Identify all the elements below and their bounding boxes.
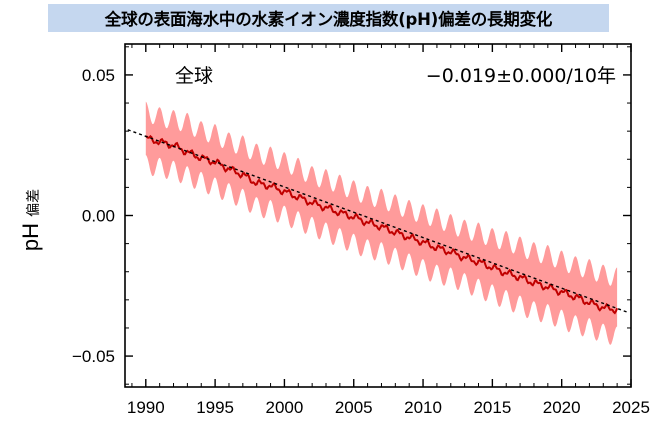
x-tick-label: 1995 xyxy=(196,398,234,417)
x-tick-label: 2000 xyxy=(266,398,304,417)
region-label: 全球 xyxy=(175,65,213,87)
y-tick-label: −0.05 xyxy=(72,347,115,366)
y-axis-label-sub: 偏差 xyxy=(26,189,42,217)
trend-line xyxy=(127,129,629,314)
x-tick-label: 1990 xyxy=(127,398,165,417)
x-tick-label: 2025 xyxy=(612,398,650,417)
y-tick-label: 0.05 xyxy=(82,66,115,85)
x-tick-label: 2010 xyxy=(404,398,442,417)
y-tick-label: 0.00 xyxy=(82,207,115,226)
trend-label: −0.019±0.000/10年 xyxy=(426,65,616,87)
y-axis-label: pH 偏差 xyxy=(18,189,43,251)
x-tick-label: 2020 xyxy=(543,398,581,417)
uncertainty-band xyxy=(145,101,618,345)
y-axis-label-main: pH xyxy=(18,217,43,251)
chart-title: 全球の表面海水中の水素イオン濃度指数(pH)偏差の長期変化 xyxy=(104,10,553,29)
mean-series-line xyxy=(145,134,619,315)
x-tick-label: 2005 xyxy=(335,398,373,417)
x-tick-label: 2015 xyxy=(473,398,511,417)
chart-title-box: 全球の表面海水中の水素イオン濃度指数(pH)偏差の長期変化 xyxy=(48,4,609,32)
